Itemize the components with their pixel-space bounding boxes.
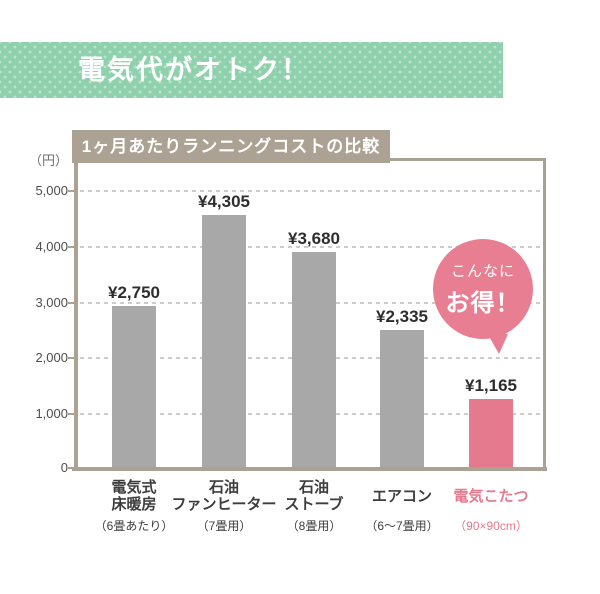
grid-line (80, 190, 542, 192)
plot-right-border (543, 158, 546, 471)
bar (292, 252, 336, 467)
y-tick-label: 5,000 (35, 183, 68, 198)
callout-bubble: こんなに お得！ (433, 239, 533, 339)
y-axis-tick (68, 357, 74, 360)
y-axis-tick (68, 245, 74, 248)
x-category-name-line: 電気こたつ (453, 487, 529, 505)
chart-title: 1ヶ月あたりランニングコストの比較 (81, 137, 381, 156)
x-category-name-line: 石油 (208, 479, 239, 496)
callout-line2: お得！ (445, 290, 521, 317)
x-category-label: 電気こたつ （90×90cm） (431, 478, 551, 534)
y-tick-label: 1,000 (35, 406, 68, 422)
bar (469, 399, 513, 467)
bar (202, 215, 246, 467)
x-category-label: 電気式 床暖房 （6畳あたり） (74, 478, 194, 534)
x-category-note: （6～7畳用） (365, 519, 439, 533)
grid-line (80, 245, 542, 248)
x-category-note: （90×90cm） (454, 519, 528, 533)
x-category-name: 電気こたつ (453, 478, 528, 514)
x-category-name: 電気式 床暖房 (111, 478, 156, 514)
bar-value-label: ¥1,165 (465, 376, 517, 395)
x-category-name: 石油 ファンヒーター (171, 478, 276, 514)
y-axis-tick (68, 190, 74, 192)
bar-value-label: ¥3,680 (288, 229, 340, 248)
y-tick-label: 0 (60, 460, 68, 475)
header-banner-label: 電気代がオトク！ (78, 55, 310, 85)
chart-title-bar: 1ヶ月あたりランニングコストの比較 (72, 130, 390, 163)
x-category-name-line: 床暖房 (111, 496, 157, 513)
y-axis-line (74, 158, 78, 471)
bar-value-label: ¥2,335 (376, 307, 428, 326)
x-category-name-line: ストーブ (284, 496, 344, 513)
y-tick-label: 3,000 (35, 294, 68, 310)
bar-value-label: ¥2,750 (108, 283, 160, 302)
y-axis-tick (68, 467, 74, 469)
bar (112, 306, 156, 467)
bar-value-label: ¥4,305 (198, 192, 250, 211)
x-category-label: 石油 ストーブ （8畳用） (254, 478, 374, 534)
header-banner: 電気代がオトク！ (0, 42, 503, 98)
x-category-label: 石油 ファンヒーター （7畳用） (164, 478, 284, 534)
y-tick-label: 4,000 (35, 238, 68, 254)
callout-bubble-tail-icon (486, 331, 508, 354)
x-category-name: エアコン (372, 478, 432, 514)
x-category-note: （7畳用） (196, 519, 252, 533)
x-category-name-line: ファンヒーター (171, 496, 277, 513)
x-category-name-line: 石油 (298, 479, 329, 496)
y-tick-label: 2,000 (35, 350, 68, 366)
x-category-label: エアコン （6～7畳用） (342, 478, 462, 534)
x-category-name: 石油 ストーブ (284, 478, 343, 514)
y-axis-tick (68, 413, 74, 416)
y-axis-tick (68, 301, 74, 304)
x-category-name-line: 電気式 (111, 479, 157, 496)
x-category-note: （6畳あたり） (94, 519, 174, 533)
x-category-note: （8畳用） (286, 519, 342, 533)
x-category-name-line: エアコン (371, 487, 432, 505)
callout-line1: こんなに (450, 263, 515, 280)
bar (380, 330, 424, 467)
y-axis-unit-label: （円） (28, 153, 68, 168)
x-axis-line (72, 467, 547, 471)
